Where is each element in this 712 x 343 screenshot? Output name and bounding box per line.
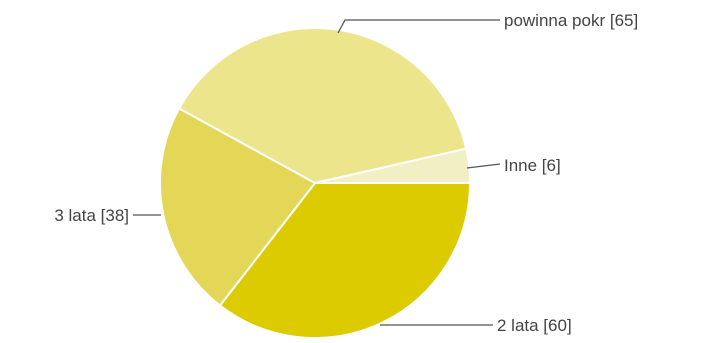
leader-lines [133,19,501,326]
leader-line [466,163,501,169]
pie-slice [177,27,468,185]
slice-labels: 2 lata [60] 3 lata [38] powinna pokr [65] I… [54,11,638,335]
slice-label: Inne [6] [504,156,561,175]
pie-slice [218,182,472,339]
leader-line [337,19,500,34]
pie-slice [314,147,472,184]
slice-label: 2 lata [60] [497,316,572,335]
pie-slice [159,107,317,307]
slice-label: 3 lata [38] [54,206,129,225]
pie-slices [159,27,472,339]
slice-label: powinna pokr [65] [504,11,638,30]
